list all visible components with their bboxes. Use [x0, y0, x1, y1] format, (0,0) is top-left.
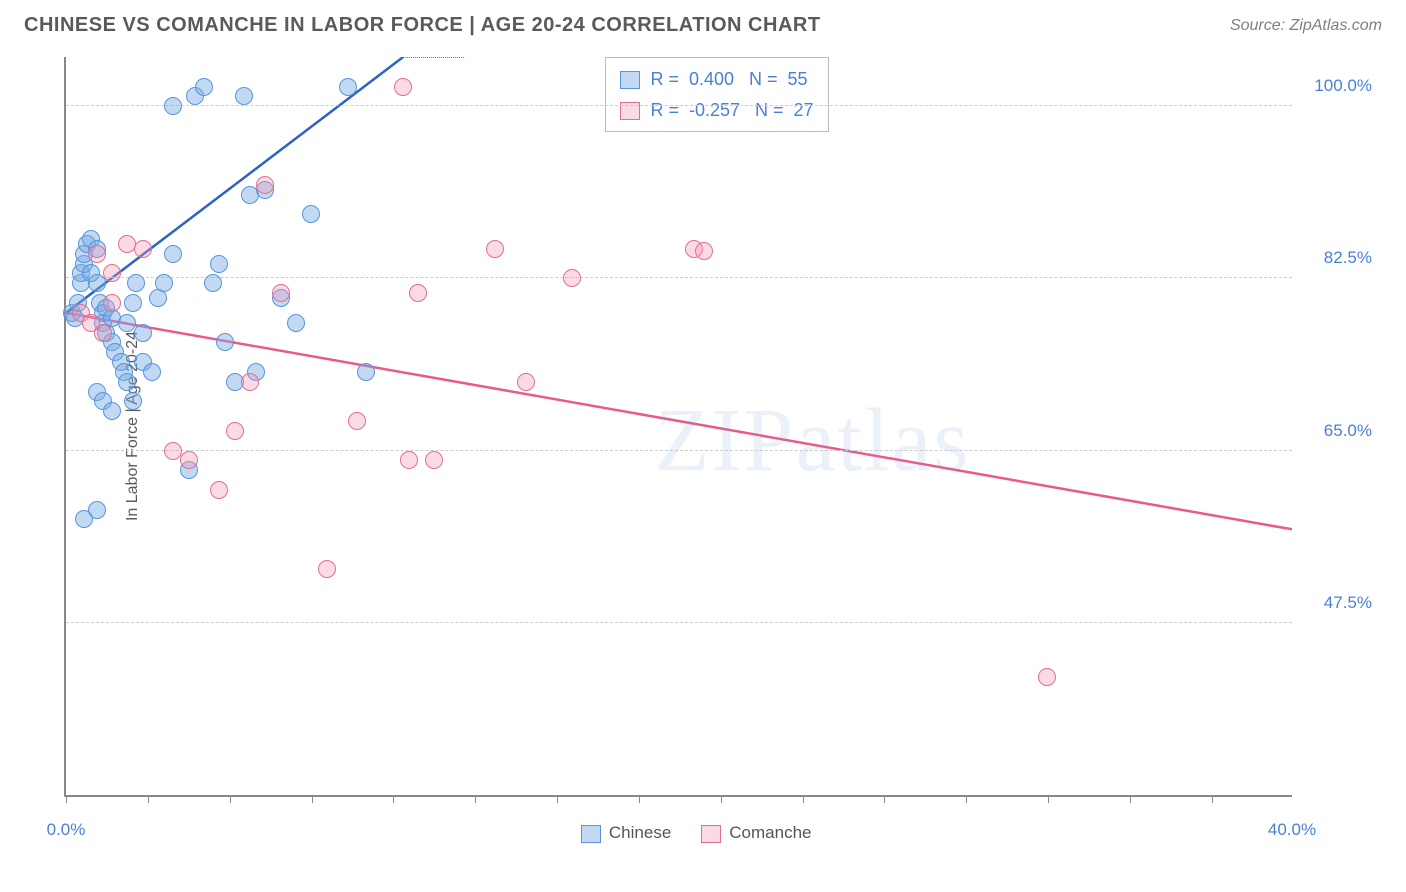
data-point — [272, 284, 290, 302]
data-point — [394, 78, 412, 96]
data-point — [180, 451, 198, 469]
data-point — [357, 363, 375, 381]
data-point — [94, 324, 112, 342]
gridline — [66, 105, 1292, 106]
data-point — [164, 97, 182, 115]
data-point — [134, 324, 152, 342]
data-point — [216, 333, 234, 351]
data-point — [400, 451, 418, 469]
x-tick-label: 0.0% — [47, 820, 86, 840]
data-point — [124, 294, 142, 312]
correlation-chart: In Labor Force | Age 20-24 ZIPatlas R = … — [24, 47, 1382, 857]
x-tick-mark — [66, 795, 67, 803]
data-point — [695, 242, 713, 260]
gridline — [66, 622, 1292, 623]
gridline — [66, 450, 1292, 451]
data-point — [134, 240, 152, 258]
data-point — [226, 422, 244, 440]
y-tick-label: 65.0% — [1324, 421, 1372, 441]
data-point — [103, 294, 121, 312]
x-tick-mark — [557, 795, 558, 803]
data-point — [127, 274, 145, 292]
legend-stats: R = -0.257 N = 27 — [650, 95, 813, 126]
data-point — [1038, 668, 1056, 686]
legend-swatch — [701, 825, 721, 843]
data-point — [164, 245, 182, 263]
series-legend-item: Comanche — [701, 823, 811, 843]
x-tick-mark — [884, 795, 885, 803]
correlation-legend: R = 0.400 N = 55R = -0.257 N = 27 — [605, 57, 828, 132]
data-point — [409, 284, 427, 302]
x-tick-mark — [393, 795, 394, 803]
data-point — [517, 373, 535, 391]
x-tick-mark — [1212, 795, 1213, 803]
legend-swatch — [581, 825, 601, 843]
watermark: ZIPatlas — [654, 389, 970, 492]
x-tick-label: 40.0% — [1268, 820, 1316, 840]
data-point — [302, 205, 320, 223]
x-tick-mark — [1130, 795, 1131, 803]
y-tick-label: 47.5% — [1324, 593, 1372, 613]
page-title: CHINESE VS COMANCHE IN LABOR FORCE | AGE… — [24, 14, 821, 37]
gridline — [66, 277, 1292, 278]
x-tick-mark — [230, 795, 231, 803]
data-point — [235, 87, 253, 105]
data-point — [124, 392, 142, 410]
legend-row: R = 0.400 N = 55 — [620, 64, 813, 95]
data-point — [88, 245, 106, 263]
data-point — [241, 373, 259, 391]
data-point — [143, 363, 161, 381]
series-legend: Chinese Comanche — [581, 823, 812, 843]
data-point — [287, 314, 305, 332]
x-tick-mark — [1048, 795, 1049, 803]
trend-lines-svg — [66, 57, 1292, 795]
x-tick-mark — [148, 795, 149, 803]
series-legend-label: Chinese — [609, 823, 671, 843]
x-tick-mark — [312, 795, 313, 803]
y-tick-label: 100.0% — [1314, 76, 1372, 96]
data-point — [348, 412, 366, 430]
x-tick-mark — [721, 795, 722, 803]
source-label: Source: ZipAtlas.com — [1230, 17, 1382, 35]
y-tick-label: 82.5% — [1324, 248, 1372, 268]
data-point — [256, 176, 274, 194]
data-point — [210, 255, 228, 273]
x-tick-mark — [475, 795, 476, 803]
legend-swatch — [620, 71, 640, 89]
data-point — [195, 78, 213, 96]
series-legend-item: Chinese — [581, 823, 671, 843]
data-point — [563, 269, 581, 287]
data-point — [118, 373, 136, 391]
data-point — [318, 560, 336, 578]
data-point — [155, 274, 173, 292]
data-point — [486, 240, 504, 258]
x-tick-mark — [966, 795, 967, 803]
x-tick-mark — [639, 795, 640, 803]
plot-area: In Labor Force | Age 20-24 ZIPatlas R = … — [64, 57, 1292, 797]
data-point — [103, 264, 121, 282]
data-point — [204, 274, 222, 292]
data-point — [75, 510, 93, 528]
legend-row: R = -0.257 N = 27 — [620, 95, 813, 126]
series-legend-label: Comanche — [729, 823, 811, 843]
x-tick-mark — [803, 795, 804, 803]
data-point — [103, 402, 121, 420]
data-point — [425, 451, 443, 469]
data-point — [210, 481, 228, 499]
data-point — [339, 78, 357, 96]
legend-stats: R = 0.400 N = 55 — [650, 64, 807, 95]
